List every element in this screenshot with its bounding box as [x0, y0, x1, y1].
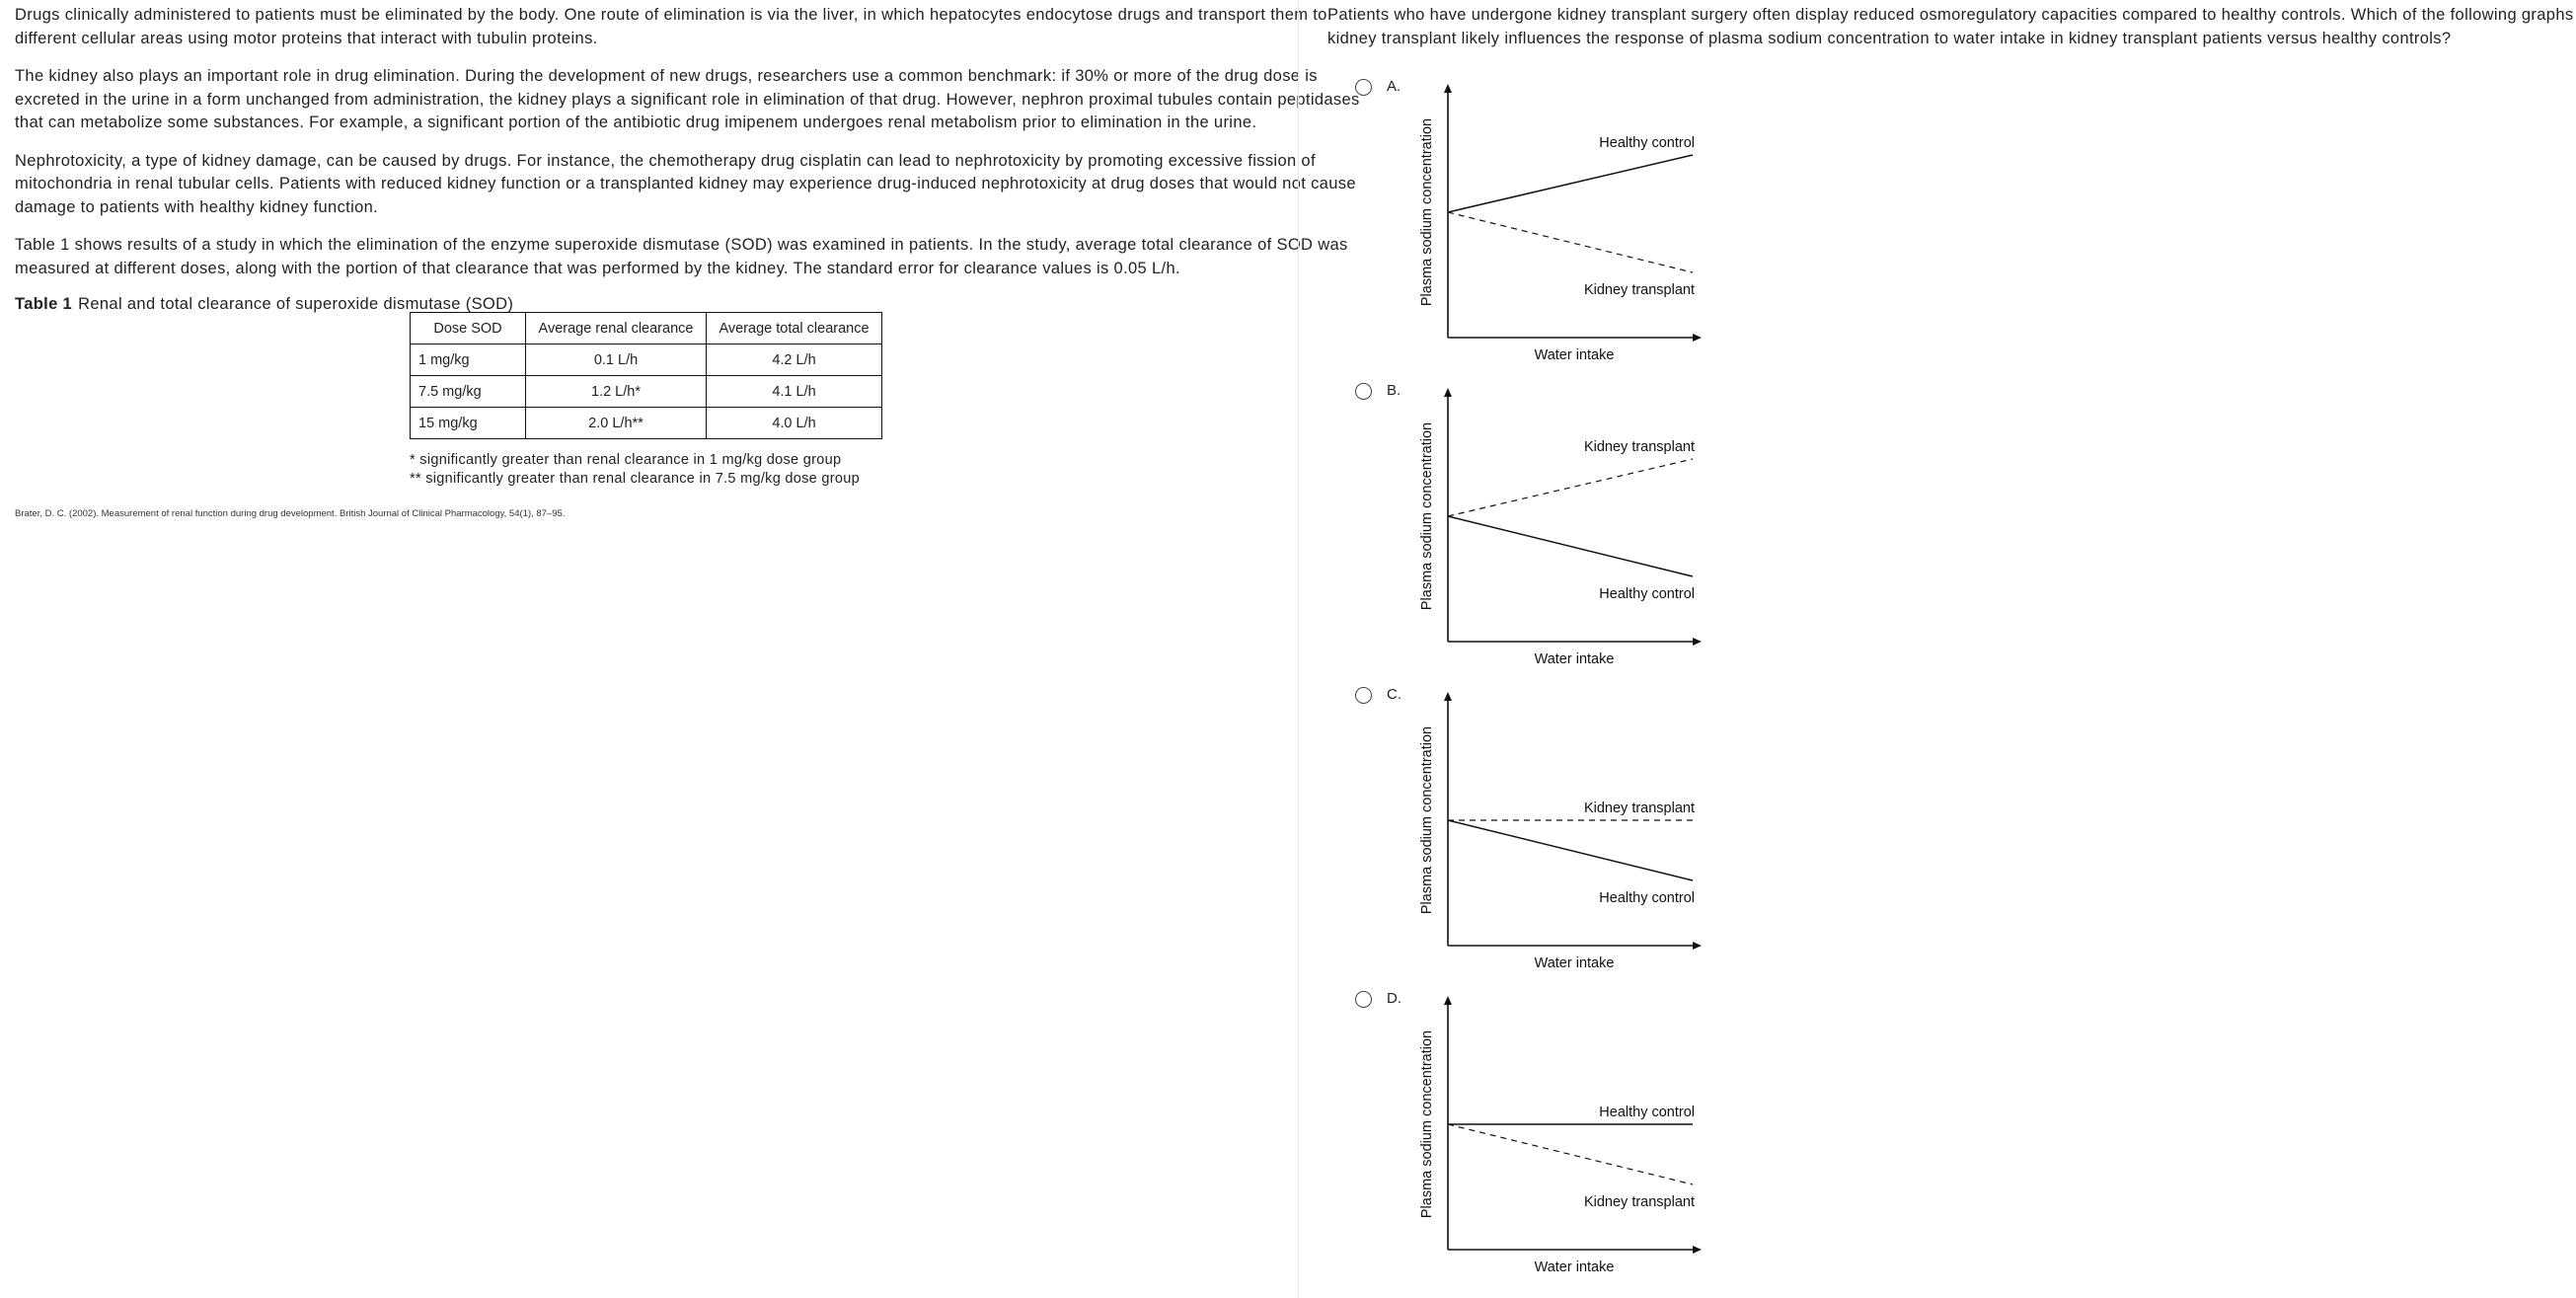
x-axis-label: Water intake [1535, 1260, 1615, 1275]
series-label: Healthy control [1599, 890, 1695, 906]
passage-paragraph: Nephrotoxicity, a type of kidney damage,… [15, 150, 1356, 220]
passage-paragraph: Drugs clinically administered to patient… [15, 4, 1327, 50]
option-graph: Plasma sodium concentration Water intake K… [1419, 388, 1702, 667]
table-caption: Table 1 Renal and total clearance of supe… [15, 295, 514, 313]
series-line-kidney-transplant [1447, 1123, 1694, 1185]
passage-paragraph: Table 1 shows results of a study in whic… [15, 234, 1348, 280]
axes [1444, 388, 1702, 646]
option-letter: A. [1387, 78, 1402, 95]
series-line-kidney-transplant [1447, 458, 1694, 517]
y-axis-arrow-icon [1444, 84, 1452, 93]
table-cell: 1 mg/kg [410, 344, 526, 376]
series-label: Healthy control [1599, 135, 1695, 151]
text-line: excreted in the urine in a form unchange… [15, 90, 1360, 109]
footnote: ** significantly greater than renal clea… [410, 471, 860, 487]
series-label: Kidney transplant [1584, 1194, 1695, 1210]
series-line-healthy-control [1447, 819, 1694, 881]
text-line: The kidney also plays an important role … [15, 67, 1318, 85]
y-axis-label: Plasma sodium concentration [1419, 118, 1435, 306]
y-axis-label: Plasma sodium concentration [1419, 726, 1435, 914]
axes [1444, 996, 1702, 1254]
table-row: 1 mg/kg 0.1 L/h 4.2 L/h [410, 344, 882, 376]
pane-divider [1298, 0, 1299, 1298]
citation: Brater, D. C. (2002). Measurement of ren… [15, 508, 566, 519]
table-cell: 1.2 L/h* [525, 375, 707, 408]
text-line: damage to patients with healthy kidney f… [15, 197, 379, 216]
option-letter: B. [1387, 382, 1402, 399]
axes [1444, 692, 1702, 950]
series-line-healthy-control [1447, 515, 1694, 577]
series-label: Healthy control [1599, 1105, 1695, 1120]
x-axis-arrow-icon [1693, 334, 1702, 342]
y-axis-label: Plasma sodium concentration [1419, 422, 1435, 610]
option-letter: D. [1387, 990, 1402, 1007]
footnote: * significantly greater than renal clear… [410, 452, 842, 468]
x-axis-label: Water intake [1535, 955, 1615, 971]
option-graph: Plasma sodium concentration Water intake H… [1419, 84, 1702, 363]
text-line: mitochondria in renal tubular cells. Pat… [15, 175, 1356, 192]
axes [1444, 84, 1702, 342]
clearance-table: Dose SOD Average renal clearance Average… [410, 312, 882, 439]
table-cell: 2.0 L/h** [525, 407, 707, 439]
x-axis-arrow-icon [1693, 638, 1702, 646]
series-label: Kidney transplant [1584, 282, 1695, 298]
question: Patients who have undergone kidney trans… [1327, 4, 2576, 50]
series-label: Healthy control [1599, 586, 1695, 602]
option-graph: Plasma sodium concentration Water intake H… [1419, 996, 1702, 1275]
table-cell: 4.0 L/h [706, 407, 882, 439]
series-line-healthy-control [1447, 154, 1694, 213]
text-line: measured at different doses, along with … [15, 259, 1180, 277]
radio-button[interactable] [1355, 79, 1372, 96]
x-axis-arrow-icon [1693, 1246, 1702, 1254]
y-axis-label: Plasma sodium concentration [1419, 1031, 1435, 1218]
table-header: Average renal clearance [525, 312, 707, 344]
x-axis-label: Water intake [1535, 651, 1615, 667]
x-axis-arrow-icon [1693, 942, 1702, 950]
answer-option-b[interactable]: B. Plasma sodium concentration Water intak… [1352, 381, 1747, 677]
y-axis-arrow-icon [1444, 692, 1452, 701]
question-stem: Patients who have undergone kidney trans… [1327, 4, 2576, 50]
option-graph: Plasma sodium concentration Water intake K… [1419, 692, 1702, 971]
text-line: that can metabolize some substances. For… [15, 114, 1257, 131]
radio-button[interactable] [1355, 687, 1372, 704]
table-cell: 4.2 L/h [706, 344, 882, 376]
table-cell: 7.5 mg/kg [410, 375, 526, 408]
text-line: Nephrotoxicity, a type of kidney damage,… [15, 151, 1316, 170]
text-line: Drugs clinically administered to patient… [15, 6, 1327, 24]
text-line: Patients who have undergone kidney trans… [1327, 6, 2576, 24]
series-label: Kidney transplant [1584, 439, 1695, 455]
y-axis-arrow-icon [1444, 996, 1452, 1005]
radio-button[interactable] [1355, 991, 1372, 1008]
x-axis-label: Water intake [1535, 347, 1615, 363]
table-row: 7.5 mg/kg 1.2 L/h* 4.1 L/h [410, 375, 882, 408]
table-cell: 0.1 L/h [525, 344, 707, 376]
table-row: 15 mg/kg 2.0 L/h** 4.0 L/h [410, 407, 882, 439]
answer-option-d[interactable]: D. Plasma sodium concentration Water intak… [1352, 989, 1747, 1285]
table-header: Average total clearance [706, 312, 882, 344]
passage-paragraph: The kidney also plays an important role … [15, 65, 1360, 135]
option-letter: C. [1387, 686, 1402, 703]
answer-option-c[interactable]: C. Plasma sodium concentration Water intak… [1352, 685, 1747, 981]
passage: Drugs clinically administered to patient… [15, 4, 1360, 314]
y-axis-arrow-icon [1444, 388, 1452, 397]
series-label: Kidney transplant [1584, 801, 1695, 816]
radio-button[interactable] [1355, 383, 1372, 400]
table-cell: 15 mg/kg [410, 407, 526, 439]
table-header: Dose SOD [410, 312, 526, 344]
table-cell: 4.1 L/h [706, 375, 882, 408]
answer-option-a[interactable]: A. Plasma sodium concentration Water intak… [1352, 77, 1747, 373]
text-line: Table 1 shows results of a study in whic… [15, 236, 1348, 254]
text-line: kidney transplant likely influences the … [1327, 29, 2452, 47]
series-line-kidney-transplant [1447, 211, 1694, 273]
text-line: different cellular areas using motor pro… [15, 29, 598, 47]
